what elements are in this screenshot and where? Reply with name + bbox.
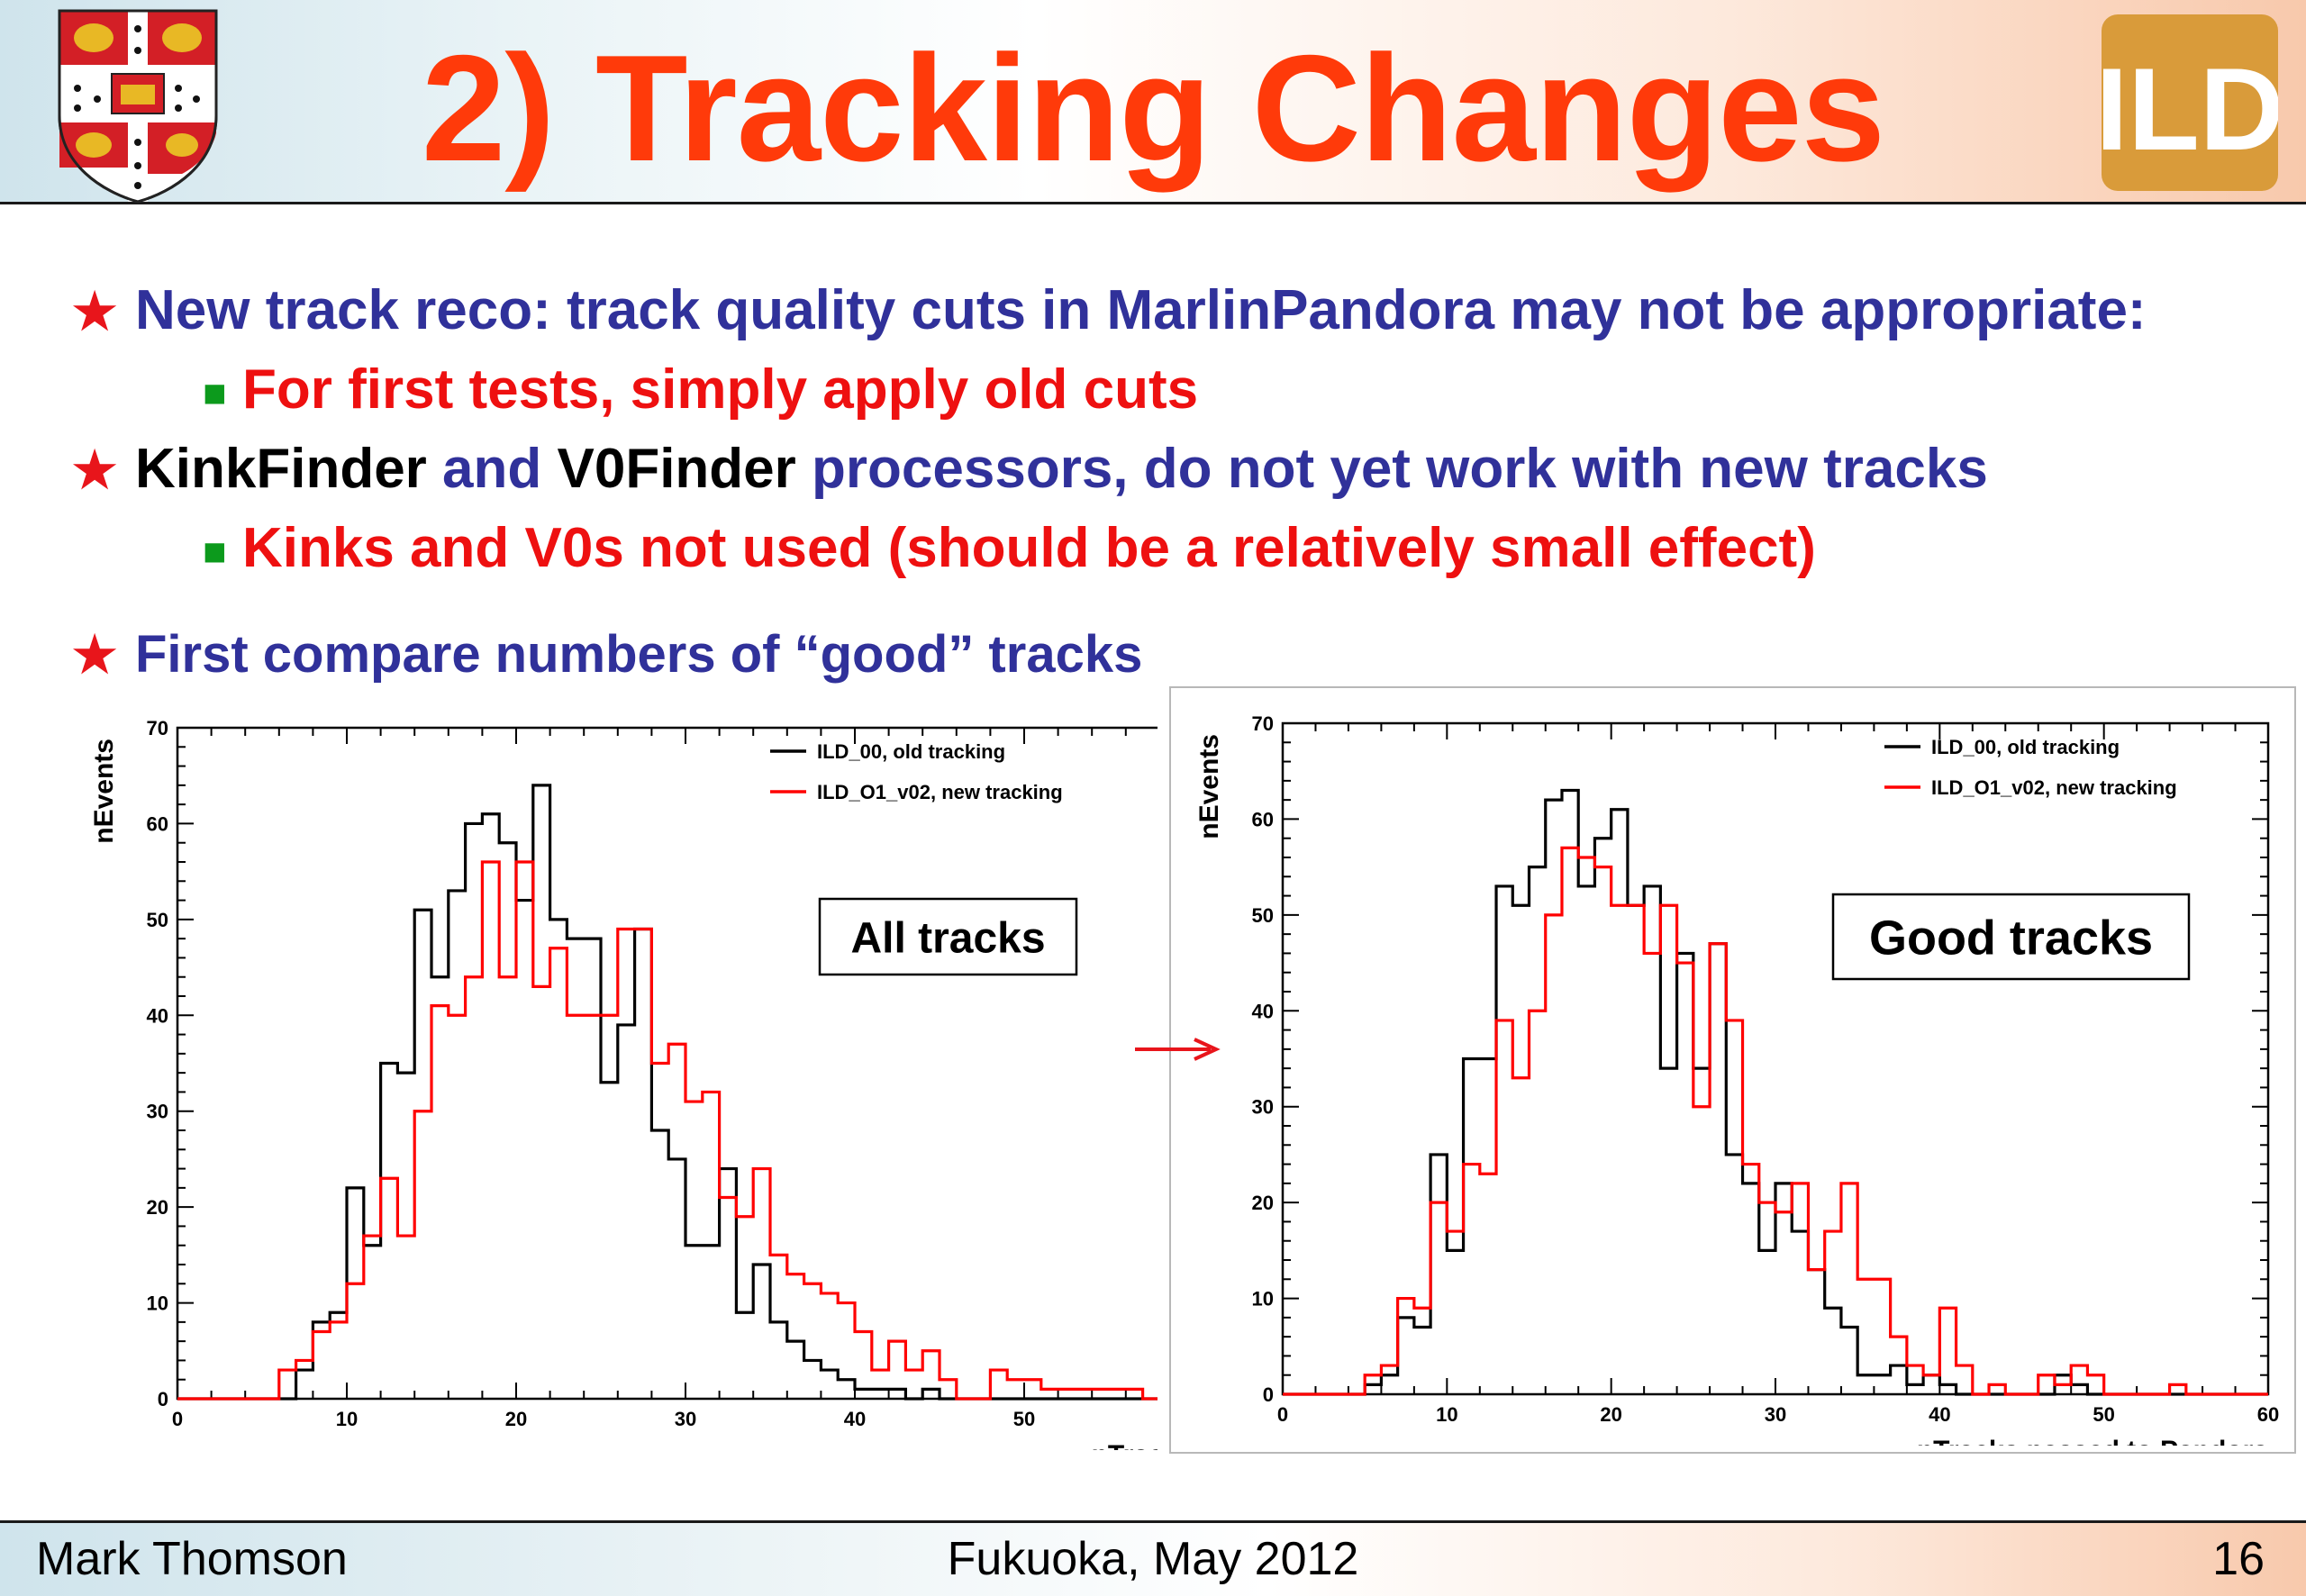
bullet-2-rest: processors, do not yet work with new tra… (795, 438, 1988, 500)
x-tick-label: 10 (1436, 1403, 1457, 1426)
bullet-3: ★ First compare numbers of “good” tracks (72, 623, 1142, 686)
legend-entry: ILD_O1_v02, new tracking (817, 781, 1063, 803)
legend-entry: ILD_00, old tracking (817, 740, 1005, 763)
x-tick-label: 20 (505, 1408, 527, 1430)
y-axis-label: nEvents (89, 739, 119, 844)
plot-frame (1281, 721, 2270, 1396)
x-tick-label: 0 (172, 1408, 183, 1430)
slide-header (0, 0, 2306, 202)
x-tick-label: 20 (1600, 1403, 1621, 1426)
ild-logo: ILD (2102, 14, 2278, 191)
bullet-2-v0finder: V0Finder (557, 438, 796, 500)
all-tracks-histogram: 0102030405060010203040506070nTracksnEven… (89, 717, 1158, 1450)
y-tick-label: 0 (158, 1388, 168, 1410)
y-tick-label: 60 (1252, 808, 1274, 830)
bullet-2: ★ KinkFinder and V0Finder processors, do … (72, 438, 1988, 502)
y-tick-label: 20 (1252, 1192, 1274, 1214)
histogram-series-old-tracking (1283, 788, 2268, 1396)
legend-entry: ILD_00, old tracking (1931, 736, 2120, 758)
x-tick-label: 40 (844, 1408, 866, 1430)
y-tick-label: 10 (147, 1292, 168, 1315)
x-tick-label: 0 (1277, 1403, 1288, 1426)
footer-venue: Fukuoka, May 2012 (947, 1533, 1359, 1585)
y-tick-label: 20 (147, 1196, 168, 1219)
x-tick-label: 30 (1765, 1403, 1786, 1426)
y-tick-label: 10 (1252, 1288, 1274, 1310)
bullet-1: ★ New track reco: track quality cuts in M… (72, 279, 2147, 343)
histogram-series-new-tracking (177, 860, 1158, 1401)
header-divider (0, 202, 2306, 204)
bullet-1-text: New track reco: track quality cuts in Ma… (135, 279, 2147, 341)
footer-author: Mark Thomson (36, 1533, 348, 1585)
sub-bullet-1: ■ For first tests, simply apply old cuts (203, 358, 1198, 425)
slide-title: 2) Tracking Changes (421, 23, 1885, 193)
bullet-2-kinkfinder: KinkFinder (135, 438, 427, 500)
star-icon: ★ (72, 441, 118, 498)
y-tick-label: 30 (147, 1101, 168, 1123)
x-tick-label: 50 (2093, 1403, 2114, 1426)
histogram-series-new-tracking (1283, 846, 2268, 1396)
x-axis-label: nTracks passed to Pandora (1917, 1436, 2268, 1446)
slide-footer: Mark Thomson Fukuoka, May 2012 16 (0, 1523, 2306, 1596)
bullet-2-and: and (426, 438, 558, 500)
x-tick-label: 60 (2257, 1403, 2279, 1426)
sub-bullet-1-text: For first tests, simply apply old cuts (242, 358, 1199, 421)
y-tick-label: 30 (1252, 1096, 1274, 1119)
sub-bullet-2: ■ Kinks and V0s not used (should be a rel… (203, 517, 1816, 584)
y-tick-label: 0 (1263, 1383, 1274, 1406)
good-tracks-histogram: 0 10 20 30 40 50 60 0 10 20 30 40 50 60 70 nTracks pass… (1194, 712, 2279, 1446)
star-icon: ★ (72, 283, 118, 340)
square-icon: ■ (203, 370, 227, 415)
y-tick-label: 50 (147, 909, 168, 931)
footer-divider (0, 1520, 2306, 1523)
ild-logo-text: ILD (2102, 43, 2278, 175)
right-arrow-icon (1135, 1038, 1221, 1061)
x-axis-label: nTracks (1092, 1440, 1158, 1450)
y-axis-label: nEvents (1194, 734, 1224, 839)
x-tick-label: 50 (1013, 1408, 1035, 1430)
annotation-box (818, 897, 1078, 976)
x-tick-label: 40 (1929, 1403, 1950, 1426)
y-tick-label: 40 (1252, 1000, 1274, 1022)
star-icon: ★ (72, 626, 118, 683)
university-crest-logo (58, 9, 218, 204)
y-tick-label: 70 (147, 717, 168, 739)
annotation-label: Good tracks (1869, 911, 2153, 965)
x-tick-label: 30 (675, 1408, 696, 1430)
annotation-box (1831, 893, 2191, 981)
y-tick-label: 40 (147, 1004, 168, 1027)
y-tick-label: 60 (147, 812, 168, 835)
footer-page-number: 16 (2212, 1533, 2265, 1585)
bullet-3-text: First compare numbers of “good” tracks (135, 625, 1143, 684)
x-tick-label: 10 (336, 1408, 358, 1430)
legend-entry: ILD_O1_v02, new tracking (1931, 776, 2177, 799)
sub-bullet-2-text: Kinks and V0s not used (should be a rela… (242, 517, 1816, 579)
y-tick-label: 70 (1252, 712, 1274, 735)
y-tick-label: 50 (1252, 904, 1274, 927)
annotation-label: All tracks (850, 914, 1045, 962)
square-icon: ■ (203, 529, 227, 574)
